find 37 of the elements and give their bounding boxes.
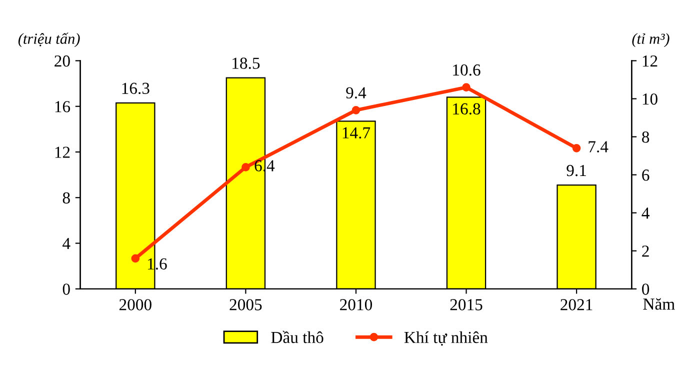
y-tick-label: 16 [55, 101, 70, 112]
y-tick-label: 0 [62, 284, 70, 295]
data-label: 7.4 [588, 141, 608, 152]
x-axis-title: Năm [643, 298, 675, 310]
data-label: 9.4 [346, 87, 366, 99]
data-label: 10.6 [453, 64, 480, 76]
y-tick-label: 20 [54, 55, 70, 67]
x-tick-label: 2005 [230, 299, 262, 310]
data-label: 18.5 [232, 58, 260, 69]
y2-tick-label: 4 [642, 208, 650, 219]
data-label: 16.3 [122, 82, 150, 94]
y-tick-label: 12 [55, 146, 70, 158]
data-label: 14.7 [342, 127, 370, 139]
x-tick-label: 2015 [450, 299, 482, 310]
y2-tick-label: 12 [642, 55, 658, 67]
data-label: 6.4 [254, 160, 275, 172]
y2-tick-label: 6 [642, 170, 650, 181]
point [462, 83, 470, 92]
x-tick-label: 2010 [340, 299, 372, 310]
y2-tick-label: 8 [642, 131, 650, 143]
point [131, 254, 140, 263]
x-tick-label: 2021 [560, 299, 592, 310]
y-tick-label: 8 [62, 192, 70, 204]
legend-label: Khí tự nhiên [404, 331, 488, 346]
legend-label: Dầu thô [271, 330, 324, 344]
data-label: 9.1 [566, 164, 586, 176]
y2-axis-title: (tỉ m³) [632, 33, 670, 48]
y2-tick-label: 2 [642, 246, 649, 257]
y-axis-title: (triệu tấn) [18, 32, 80, 48]
y2-tick-label: 0 [642, 284, 650, 295]
x-tick-label: 2000 [119, 299, 152, 310]
point [352, 106, 360, 114]
y-tick-label: 4 [62, 238, 70, 250]
data-label: 16.8 [453, 103, 480, 115]
point [242, 163, 250, 172]
y2-tick-label: 10 [642, 93, 658, 105]
point [572, 144, 581, 152]
